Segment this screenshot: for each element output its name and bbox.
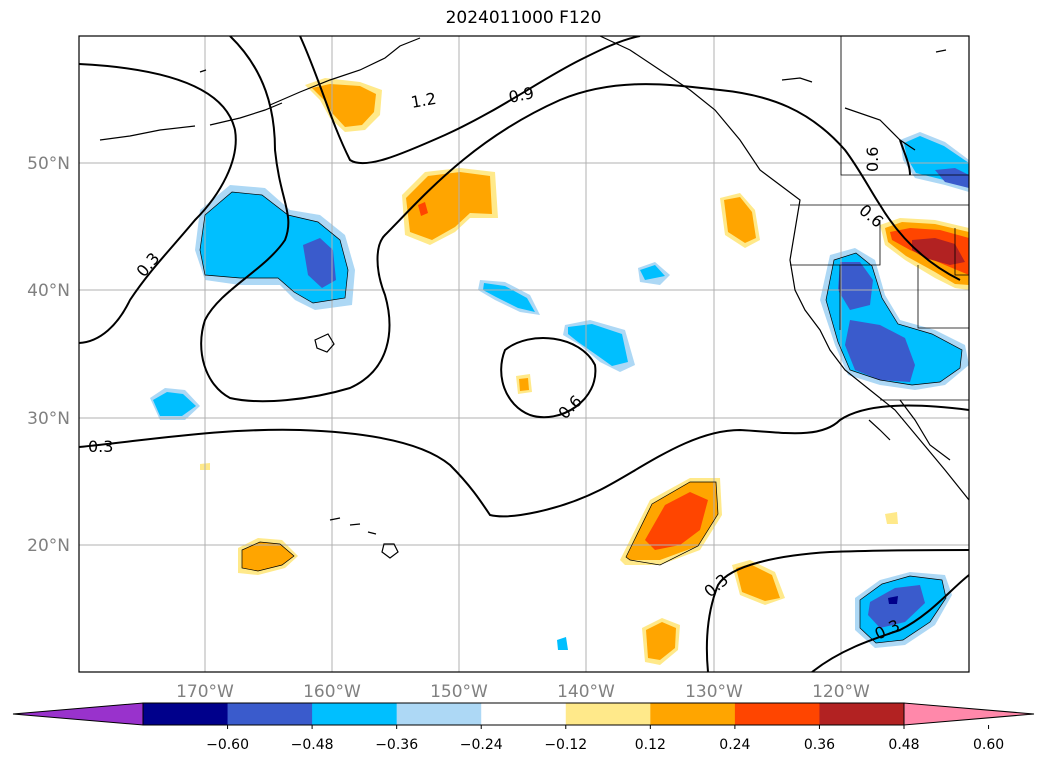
colorbar-tick-label: −0.36 — [375, 737, 418, 753]
colorbar-ticks: −0.60 −0.48 −0.36 −0.24 −0.12 0.12 0.24 0.36 0.4… — [206, 725, 1004, 753]
colorbar-segment — [227, 703, 313, 725]
contour-label: 0.3 — [133, 249, 164, 281]
lon-label-130w: 130°W — [685, 682, 743, 702]
contour-label: 1.2 — [409, 89, 437, 112]
thick-contours — [79, 36, 969, 672]
colorbar: −0.60 −0.48 −0.36 −0.24 −0.12 0.12 0.24 0.36 0.4… — [12, 702, 1035, 753]
colorbar-segment — [312, 703, 398, 725]
colorbar-segment — [481, 703, 567, 725]
lat-label-40n: 40°N — [27, 281, 70, 301]
lat-label-20n: 20°N — [27, 536, 70, 556]
colorbar-outline — [142, 702, 905, 726]
lon-label-160w: 160°W — [303, 682, 361, 702]
colorbar-tick-label: 0.12 — [635, 737, 666, 753]
latitude-labels: 50°N 40°N 30°N 20°N — [27, 154, 70, 556]
coastlines — [99, 36, 969, 559]
contour-labels: 1.2 0.9 0.6 0.6 0.3 0.3 0.3 0.3 0.6 — [88, 83, 903, 644]
colorbar-segment — [734, 703, 820, 725]
lon-label-120w: 120°W — [812, 682, 870, 702]
contour-label: 0.6 — [863, 147, 882, 172]
longitude-labels: 170°W 160°W 150°W 140°W 130°W 120°W — [176, 682, 870, 702]
colorbar-tick-label: 0.24 — [719, 737, 750, 753]
colorbar-tick-label: 0.60 — [973, 737, 1004, 753]
colorbar-extend-high — [903, 702, 1035, 726]
graticule — [79, 36, 969, 672]
colorbar-tick-label: −0.24 — [460, 737, 503, 753]
lat-label-30n: 30°N — [27, 409, 70, 429]
colorbar-segments — [143, 703, 905, 725]
thin-contours — [199, 191, 963, 644]
colorbar-tick-label: 0.48 — [888, 737, 919, 753]
map-title: 2024011000 F120 — [445, 8, 602, 28]
contour-label: 0.3 — [88, 437, 113, 456]
colorbar-tick-label: −0.60 — [206, 737, 249, 753]
lat-label-50n: 50°N — [27, 154, 70, 174]
colorbar-tick-label: −0.48 — [291, 737, 334, 753]
colorbar-segment — [565, 703, 651, 725]
lon-label-150w: 150°W — [430, 682, 488, 702]
colorbar-segment — [819, 703, 905, 725]
lon-label-170w: 170°W — [176, 682, 234, 702]
contour-label: 0.9 — [507, 83, 536, 107]
shaded-anomalies — [150, 78, 969, 665]
colorbar-tick-label: −0.12 — [544, 737, 587, 753]
colorbar-tick-label: 0.36 — [804, 737, 835, 753]
colorbar-segment — [143, 703, 229, 725]
map-frame — [78, 35, 970, 673]
colorbar-segment — [650, 703, 736, 725]
colorbar-segment — [396, 703, 482, 725]
lon-label-140w: 140°W — [557, 682, 615, 702]
colorbar-extend-low — [12, 702, 144, 726]
